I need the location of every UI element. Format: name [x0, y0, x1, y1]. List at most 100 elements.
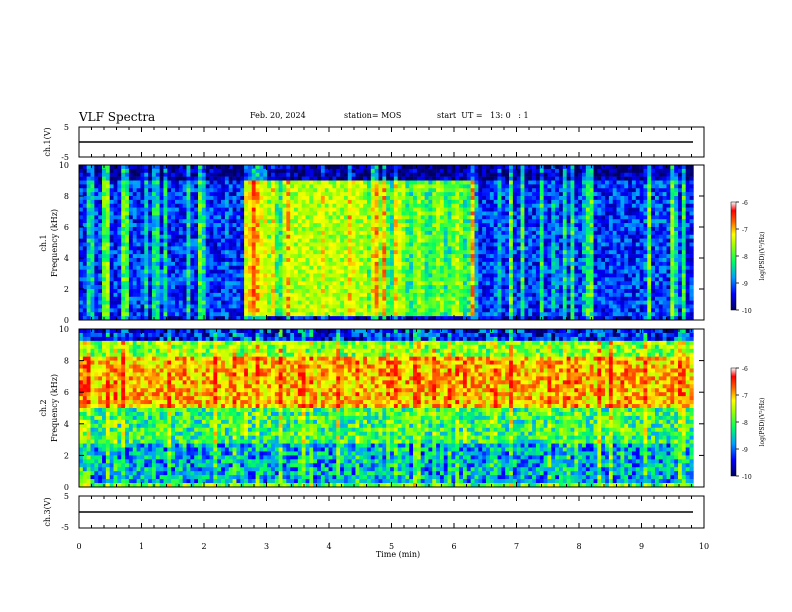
spec1-cell [520, 289, 525, 294]
spec1-cell [82, 254, 87, 259]
spec1-cell [155, 165, 160, 170]
spec1-cell [309, 281, 314, 286]
spec1-cell [305, 219, 310, 224]
spec1-cell [244, 230, 249, 236]
spec1-cell [278, 316, 283, 321]
spec1-cell [151, 238, 157, 243]
spec1-cell [539, 215, 544, 220]
spec1-cell [94, 285, 99, 290]
spec1-cell [313, 188, 318, 193]
spec1-cell [351, 184, 356, 189]
spec1-cell [186, 258, 191, 263]
spec1-cell [478, 250, 483, 255]
spec1-cell [286, 180, 291, 185]
spec1-cell [163, 234, 168, 239]
spec1-cell [305, 296, 310, 301]
spec1-cell [382, 234, 387, 239]
spec1-cell [109, 265, 114, 270]
spec1-cell [451, 269, 456, 274]
spec1-cell [259, 184, 264, 189]
spec1-cell [355, 285, 360, 290]
spec1-cell [486, 227, 491, 232]
spec1-cell [128, 246, 134, 251]
spec1-cell [190, 219, 195, 224]
spec1-cell [263, 203, 268, 208]
spec1-cell [497, 242, 502, 247]
spec1-cell [86, 219, 91, 224]
spec1-cell [301, 211, 306, 216]
spec1-cell [317, 188, 322, 193]
spec1-cell [343, 165, 349, 170]
spec1-cell [470, 250, 475, 255]
spec1-cell [109, 269, 114, 274]
spec1-cell [163, 203, 168, 208]
spec1-cell [363, 242, 368, 247]
spec1-cell [520, 273, 525, 278]
spec1-cell [455, 296, 460, 301]
spec1-cell [405, 261, 410, 267]
spec1-cell [520, 234, 525, 239]
spec1-cell [305, 273, 310, 278]
spec1-cell [543, 215, 548, 220]
spec1-cell [539, 296, 544, 301]
spec1-cell [520, 254, 525, 259]
spec1-cell [451, 261, 456, 267]
spec1-cell [489, 234, 494, 239]
spec1-cell [401, 192, 406, 197]
spec1-cell [240, 168, 245, 174]
spec1-cell [424, 285, 429, 290]
spec1-cell [194, 261, 199, 267]
spec1-cell [132, 292, 137, 298]
spec1-cell [332, 246, 337, 251]
spec1-cell [455, 215, 460, 220]
spec1-cell [186, 223, 191, 228]
spec1-cell [313, 184, 318, 189]
spec1-cell [486, 289, 491, 294]
spec1-cell [493, 281, 498, 286]
spec1-cell [332, 296, 337, 301]
spec1-cell [505, 289, 510, 294]
spec1-cell [194, 316, 199, 321]
spec1-cell [221, 192, 226, 197]
spec1-cell [247, 165, 253, 170]
spec1-cell [535, 292, 541, 298]
spec1-cell [290, 199, 295, 205]
spec1-cell [443, 199, 448, 205]
spec1-cell [194, 277, 199, 282]
spec1-cell [244, 176, 249, 181]
spec1-cell [79, 165, 84, 170]
spec1-cell [397, 254, 402, 259]
spec1-cell [451, 308, 456, 313]
spec1-cell [474, 199, 479, 205]
spec1-cell [320, 192, 326, 197]
spec1-cell [213, 176, 218, 181]
spec1-cell [190, 265, 195, 270]
spec1-cell [474, 234, 479, 239]
spec1-cell [98, 292, 103, 298]
spec1-cell [317, 292, 322, 298]
spec1-cell [386, 292, 391, 298]
spec1-cell [244, 238, 249, 243]
spec1-cell [128, 312, 134, 317]
spec1-cell [486, 250, 491, 255]
spec1-cell [198, 292, 203, 298]
spec1-cell [136, 165, 141, 170]
spec1-cell [259, 176, 264, 181]
spec1-cell [247, 246, 253, 251]
spec1-cell [309, 250, 314, 255]
spec1-cell [155, 168, 160, 174]
spec1-cell [182, 238, 187, 243]
spec1-cell [393, 168, 399, 174]
spec1-cell [232, 289, 237, 294]
spec1-cell [501, 180, 506, 185]
spec1-cell [313, 230, 318, 236]
spec1-cell [86, 165, 91, 170]
spec1-cell [90, 203, 95, 208]
spec1-cell [263, 168, 268, 174]
spec1-cell [313, 207, 318, 212]
spec1-cell [416, 316, 422, 321]
spec1-cell [428, 211, 433, 216]
spec1-cell [378, 316, 383, 321]
spec1-cell [98, 296, 103, 301]
spec1-cell [424, 234, 429, 239]
